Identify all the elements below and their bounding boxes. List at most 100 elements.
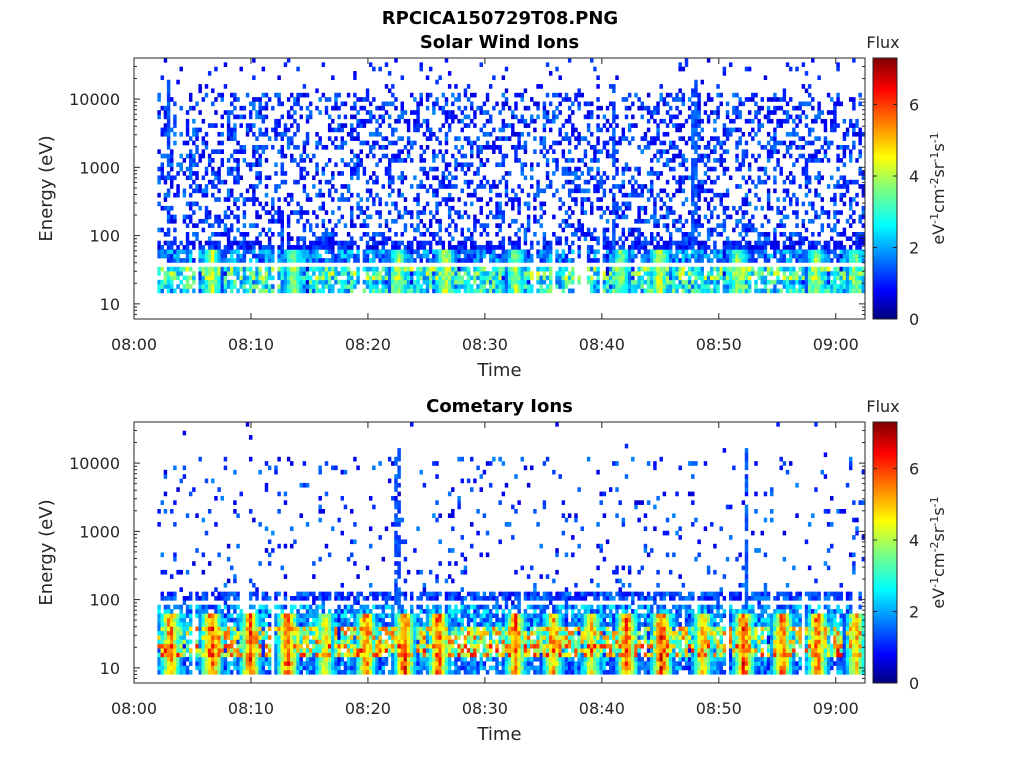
spectrogram-cell	[419, 275, 423, 281]
spectrogram-cell	[668, 140, 673, 146]
spectrogram-cell	[293, 145, 297, 150]
spectrogram-cell	[577, 227, 581, 233]
spectrogram-cell	[523, 249, 528, 255]
spectrogram-cell	[842, 258, 847, 263]
spectrogram-cell	[321, 266, 326, 272]
spectrogram-cell	[507, 279, 512, 285]
spectrogram-cell	[280, 232, 285, 237]
spectrogram-cell	[817, 284, 821, 289]
spectrogram-cell	[697, 145, 701, 150]
spectrogram-cell	[788, 201, 793, 207]
spectrogram-cell	[612, 145, 616, 150]
spectrogram-cell	[470, 145, 474, 150]
spectrogram-cell	[258, 158, 262, 163]
spectrogram-cell	[684, 166, 689, 172]
spectrogram-cell	[691, 279, 695, 285]
spectrogram-cell	[757, 105, 761, 111]
spectrogram-cell	[807, 92, 812, 98]
spectrogram-cell	[435, 232, 439, 237]
spectrogram-cell	[814, 153, 818, 159]
spectrogram-cell	[204, 214, 209, 220]
spectrogram-cell	[444, 201, 449, 207]
spectrogram-cell	[163, 643, 168, 649]
spectrogram-cell	[460, 127, 465, 133]
spectrogram-cell	[697, 105, 701, 111]
spectrogram-cell	[571, 188, 575, 194]
spectrogram-cell	[684, 175, 689, 181]
spectrogram-cell	[782, 118, 787, 124]
spectrogram-cell	[646, 288, 651, 294]
spectrogram-cell	[321, 279, 326, 285]
spectrogram-cell	[378, 240, 382, 246]
spectrogram-cell	[214, 240, 218, 246]
spectrogram-cell	[795, 123, 799, 128]
spectrogram-cell	[612, 288, 616, 294]
spectrogram-cell	[757, 123, 761, 128]
spectrogram-cell	[615, 275, 619, 281]
spectrogram-cell	[757, 249, 761, 255]
spectrogram-cell	[428, 66, 433, 72]
spectrogram-cell	[188, 136, 193, 141]
spectrogram-cell	[233, 266, 237, 272]
spectrogram-cell	[353, 166, 357, 172]
spectrogram-cell	[713, 279, 717, 285]
spectrogram-cell	[530, 271, 534, 276]
spectrogram-cell	[697, 284, 701, 289]
spectrogram-cell	[552, 149, 556, 154]
spectrogram-cell	[447, 71, 452, 76]
spectrogram-cell	[286, 249, 291, 255]
spectrogram-cell	[593, 227, 597, 233]
spectrogram-cell	[814, 158, 818, 163]
spectrogram-cell	[479, 284, 483, 289]
spectrogram-cell	[545, 162, 550, 168]
spectrogram-cell	[463, 114, 468, 120]
spectrogram-cell	[296, 240, 300, 246]
spectrogram-cell	[640, 192, 645, 198]
spectrogram-cell	[830, 197, 834, 202]
spectrogram-cell	[782, 249, 787, 255]
spectrogram-cell	[173, 192, 177, 198]
spectrogram-cell	[520, 145, 525, 150]
spectrogram-cell	[659, 140, 663, 146]
spectrogram-cell	[476, 275, 480, 281]
spectrogram-cell	[185, 123, 190, 128]
spectrogram-cell	[403, 158, 408, 163]
spectrogram-cell	[504, 258, 509, 263]
spectrogram-cell	[350, 253, 354, 259]
spectrogram-cell	[372, 266, 376, 272]
spectrogram-cell	[277, 271, 281, 276]
spectrogram-cell	[274, 127, 278, 133]
panel-solar-wind-ions: 08:00 08:10 08:20 08:30 08:40 08:50 09:0010100…	[36, 32, 948, 381]
spectrogram-cell	[384, 266, 389, 272]
spectrogram-cell	[567, 275, 572, 281]
spectrogram-cell	[305, 275, 310, 281]
spectrogram-cell	[571, 271, 575, 276]
spectrogram-cell	[236, 140, 240, 146]
spectrogram-cell	[271, 145, 275, 150]
spectrogram-cell	[346, 162, 351, 168]
spectrogram-cell	[650, 136, 654, 141]
spectrogram-cell	[315, 284, 319, 289]
spectrogram-cell	[350, 166, 354, 172]
spectrogram-cell	[624, 166, 629, 172]
spectrogram-cell	[738, 166, 742, 172]
spectrogram-cell	[861, 192, 866, 198]
spectrogram-cell	[634, 227, 638, 233]
spectrogram-cell	[770, 245, 774, 250]
spectrogram-cell	[277, 218, 281, 224]
spectrogram-cell	[558, 253, 562, 259]
spectrogram-cell	[372, 271, 376, 276]
spectrogram-cell	[621, 249, 626, 255]
spectrogram-cell	[220, 218, 225, 224]
spectrogram-cell	[457, 279, 461, 285]
spectrogram-cell	[801, 258, 806, 263]
spectrogram-cell	[302, 145, 307, 150]
spectrogram-cell	[397, 245, 401, 250]
spectrogram-cell	[457, 97, 461, 102]
spectrogram-cell	[792, 245, 796, 250]
spectrogram-cell	[346, 245, 351, 250]
spectrogram-cell	[476, 284, 480, 289]
spectrogram-cell	[305, 210, 310, 215]
spectrogram-cell	[650, 110, 654, 115]
spectrogram-cell	[858, 288, 862, 294]
